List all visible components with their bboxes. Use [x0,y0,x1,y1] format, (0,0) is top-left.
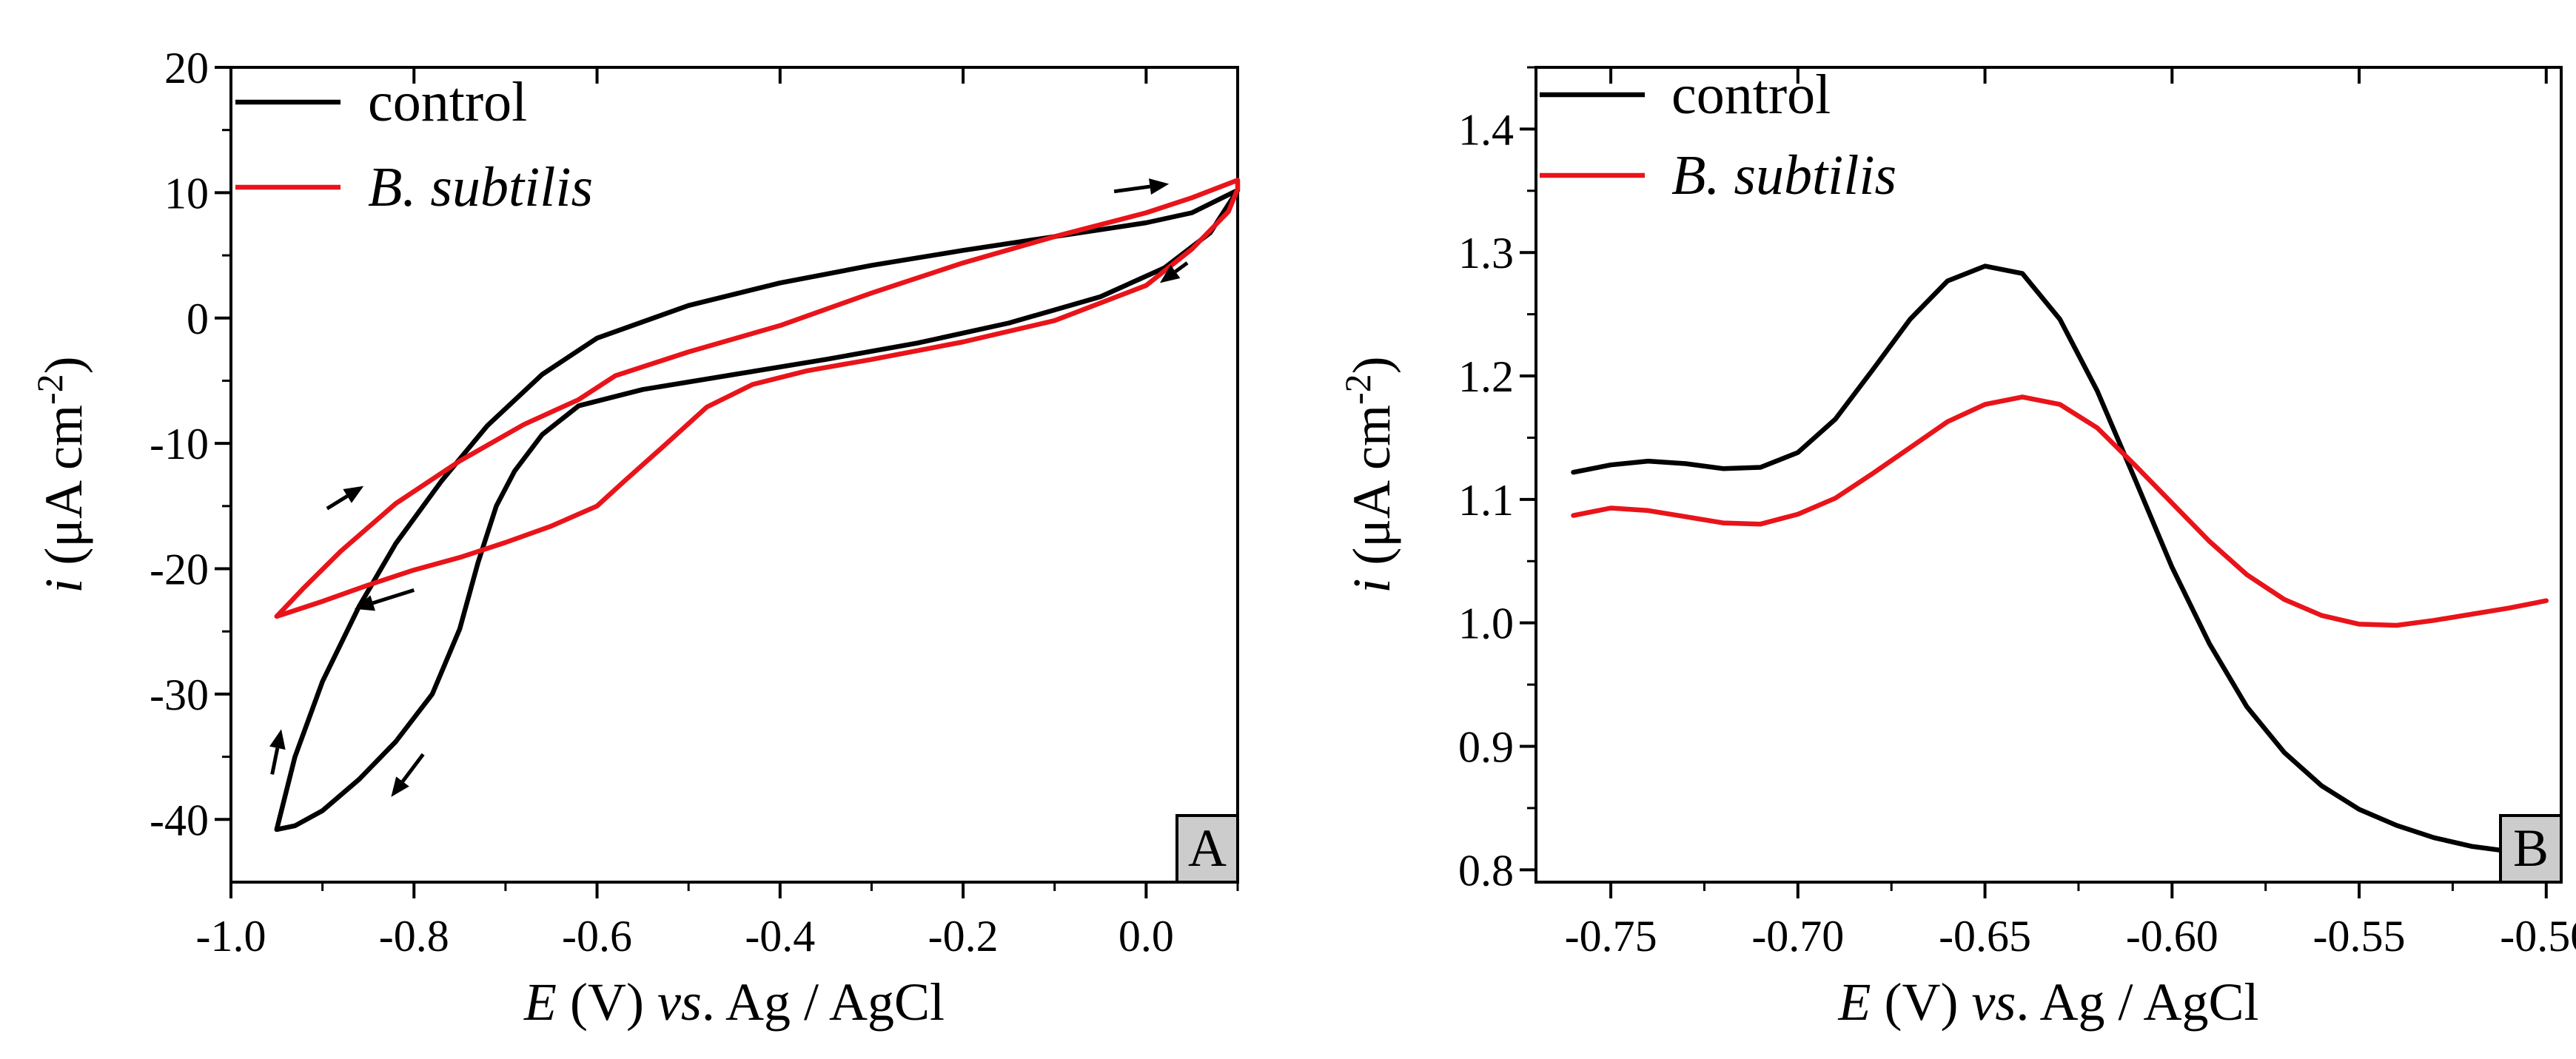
y-tick-label: 1.4 [1458,105,1514,154]
x-tick-label: -0.70 [1751,912,1844,961]
x-tick-label: -0.60 [2126,912,2218,961]
x-tick-label: -0.4 [745,912,815,961]
y-axis-title: i (μA cm-2) [29,356,93,593]
panel-letter: A [1188,818,1227,878]
y-tick-label: 10 [164,169,209,218]
y-tick-label: 0.9 [1458,723,1514,772]
panel-a-chart: -1.0 -0.8 -0.6 -0.4 -0.2 0.0 20 10 0 -10 -20 -30 -40… [29,44,1241,1032]
scan-direction-arrowhead [1149,178,1170,195]
y-tick-label: 1.2 [1458,352,1514,401]
y-tick-label: 1.0 [1458,599,1514,648]
scan-direction-arrowhead [391,776,409,797]
scan-direction-arrowhead [269,729,286,750]
y-tick-label: 1.3 [1458,229,1514,278]
y-tick-label: -10 [150,420,209,468]
x-axis-title: E (V) vs. Ag / AgCl [523,972,945,1032]
panel-letter: B [2513,818,2549,878]
scan-direction-arrowhead [343,485,364,503]
panel-letter-box [1175,814,1239,884]
series-line-control [274,187,1241,833]
x-tick-label: -0.50 [2500,912,2576,961]
y-tick-label: 20 [164,44,209,93]
x-tick-label: -0.65 [1939,912,2031,961]
x-axis-title: E (V) vs. Ag / AgCl [1838,972,2259,1032]
panel-letter-box [2499,814,2563,884]
y-tick-label: 0.8 [1458,846,1514,895]
x-tick-label: -0.75 [1565,912,1657,961]
x-tick-label: -0.2 [928,912,999,961]
x-tick-label: -1.0 [196,912,266,961]
y-tick-label: 1.1 [1458,476,1514,525]
scan-direction-arrow [372,588,415,605]
y-tick-label: 0 [187,295,209,343]
plot-frame [229,66,1239,884]
scan-direction-arrowhead [1159,265,1181,283]
x-tick-label: -0.8 [379,912,449,961]
y-tick-label: -40 [150,796,209,844]
y-tick-label: -20 [150,545,209,594]
scan-direction-arrow [270,747,280,775]
scan-direction-arrow [1174,261,1189,274]
x-tick-label: -0.55 [2313,912,2406,961]
scan-direction-arrow [400,753,425,783]
scan-direction-arrow [1113,184,1150,194]
y-axis-title: i (μA cm-2) [1337,356,1401,593]
panel-b-chart: -0.75 -0.70 -0.65 -0.60 -0.55 -0.50 1.4 1.3 1.2 1… [1337,64,2576,1032]
legend-label: control [368,71,527,133]
legend-label: B. subtilis [368,156,593,218]
plot-frame [1534,66,2563,884]
legend-label: B. subtilis [1671,144,1896,206]
legend-label: control [1671,64,1831,126]
scan-direction-arrowhead [354,595,376,611]
y-tick-label: -30 [150,670,209,719]
x-tick-label: -0.6 [562,912,632,961]
series-line-control [1571,263,2549,855]
x-tick-label: 0.0 [1118,912,1174,961]
series-line-b-subtilis [1571,394,2549,628]
scan-direction-arrow [326,494,349,511]
series-line-b-subtilis [274,178,1241,619]
